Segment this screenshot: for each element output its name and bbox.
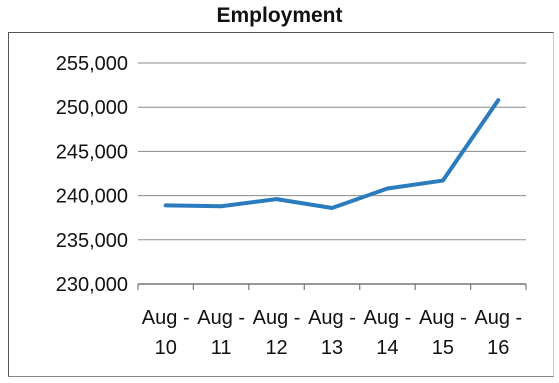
y-tick-label: 230,000 [56,274,128,296]
x-tick-label: Aug -11 [197,307,245,359]
y-tick-label: 255,000 [56,53,128,75]
gridlines [138,62,526,285]
y-tick-label: 245,000 [56,141,128,163]
series-lines [163,98,501,210]
x-tick-label: Aug -16 [474,307,522,359]
y-tick-label: 250,000 [56,97,128,119]
x-tick-label: Aug -15 [419,307,467,359]
x-tick-label: Aug -13 [308,307,356,359]
y-tick-label: 235,000 [56,230,128,252]
x-tick-label: Aug -10 [142,307,190,359]
y-axis-tick-labels: 230,000 235,000 240,000 245,000 250,000 255,0… [56,53,128,296]
y-tick-label: 240,000 [56,186,128,208]
x-tick-label: Aug -14 [364,307,412,359]
chart-title: Employment [216,4,343,27]
chart-frame [8,32,554,377]
x-tick-label: Aug -12 [253,307,301,359]
series-line-0 [163,98,501,210]
x-axis [137,284,527,290]
